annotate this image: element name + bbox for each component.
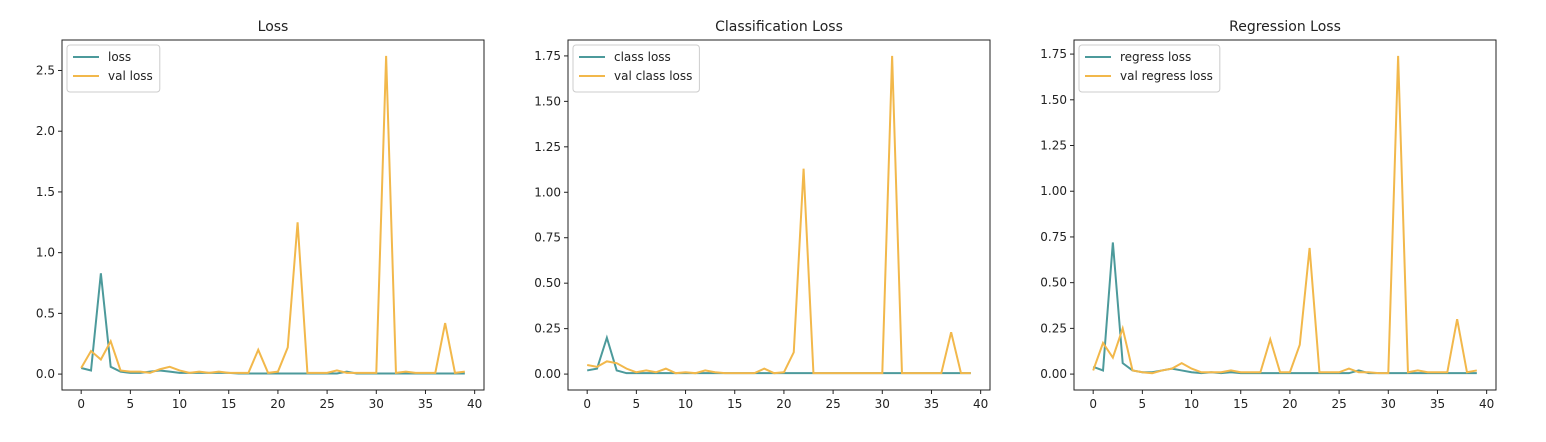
y-tick-label: 1.0 [36,246,55,260]
y-tick-label: 1.00 [534,185,561,199]
legend-label: regress loss [1120,50,1191,64]
y-tick-label: 1.50 [1040,93,1067,107]
y-tick-label: 0.50 [1040,276,1067,290]
x-tick-label: 35 [924,397,939,411]
y-tick-label: 1.50 [534,94,561,108]
x-tick-label: 20 [776,397,791,411]
series-line [80,55,465,375]
plot-frame [567,39,991,391]
series-line [1092,242,1477,375]
x-tick-label: 40 [467,397,482,411]
y-tick-label: 0.25 [534,322,561,336]
chart: Classification Loss 0 5 10 15 20 25 30 35 40 0.00 0… [534,19,991,411]
x-tick-label: 15 [221,397,236,411]
y-tick-label: 0.0 [36,367,55,381]
x-tick-label: 30 [875,397,890,411]
chart-title: Loss [258,19,289,35]
x-tick-label: 25 [825,397,840,411]
y-tick-label: 1.25 [1040,139,1067,153]
y-tick-label: 1.00 [1040,184,1067,198]
legend: loss val loss [66,44,161,93]
x-tick-label: 5 [127,397,135,411]
x-tick-label: 0 [1089,397,1097,411]
x-tick-label: 40 [1479,397,1494,411]
x-tick-label: 5 [1139,397,1147,411]
chart: Loss 0 5 10 15 20 25 30 35 40 0.0 0.5 1.0 1.5 2.0 2.5 lo… [36,19,485,411]
chart: Regression Loss 0 5 10 15 20 25 30 35 40 0.00 0.25 0… [1040,19,1497,411]
y-tick-label: 1.75 [1040,47,1067,61]
y-tick-label: 1.75 [534,49,561,63]
series-line [586,334,971,375]
x-tick-label: 0 [77,397,85,411]
series-line [80,273,465,375]
series-line [1092,55,1478,375]
y-tick-label: 0.00 [534,367,561,381]
y-tick-label: 0.50 [534,276,561,290]
chart-title: Regression Loss [1229,19,1341,35]
legend-label: val class loss [614,69,692,83]
x-tick-label: 25 [319,397,334,411]
y-tick-label: 0.00 [1040,367,1067,381]
x-tick-label: 5 [633,397,641,411]
y-tick-label: 0.5 [36,306,55,320]
x-tick-label: 35 [1430,397,1445,411]
plot-frame [61,39,485,391]
plot-frame [1073,39,1497,391]
x-tick-label: 30 [369,397,384,411]
y-tick-label: 0.75 [1040,230,1067,244]
x-tick-label: 20 [1282,397,1297,411]
legend-box [1078,44,1221,93]
y-tick-label: 2.5 [36,63,55,77]
y-tick-label: 0.25 [1040,321,1067,335]
legend: regress loss val regress loss [1078,44,1221,93]
x-tick-label: 30 [1381,397,1396,411]
series-line [586,55,971,375]
x-tick-label: 35 [418,397,433,411]
x-tick-label: 15 [1233,397,1248,411]
y-tick-label: 1.25 [534,140,561,154]
y-tick-label: 2.0 [36,124,55,138]
x-tick-label: 0 [583,397,591,411]
legend: class loss val class loss [572,44,700,93]
x-tick-label: 15 [727,397,742,411]
x-tick-label: 10 [172,397,187,411]
legend-label: val loss [108,69,153,83]
x-tick-label: 40 [973,397,988,411]
y-tick-label: 0.75 [534,231,561,245]
y-tick-label: 1.5 [36,185,55,199]
x-tick-label: 10 [1184,397,1199,411]
chart-title: Classification Loss [715,19,843,35]
x-tick-label: 20 [270,397,285,411]
x-tick-label: 10 [678,397,693,411]
legend-label: loss [108,50,131,64]
x-tick-label: 25 [1331,397,1346,411]
legend-label: class loss [614,50,671,64]
legend-label: val regress loss [1120,69,1213,83]
